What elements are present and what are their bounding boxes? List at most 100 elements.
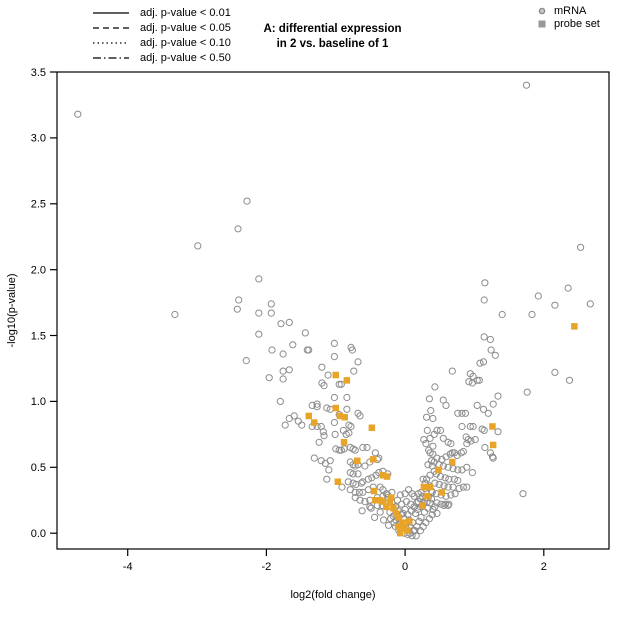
mrna-point [234, 225, 242, 233]
mrna-point [487, 346, 495, 354]
mrna-point [447, 491, 455, 499]
probe-set-point [379, 472, 387, 479]
mrna-point [444, 501, 452, 510]
mrna-point [494, 392, 502, 400]
legend-line-dashdot-icon [93, 56, 129, 59]
mrna-point [577, 243, 585, 251]
mrna-point [384, 521, 393, 529]
mrna-point [455, 484, 463, 492]
mrna-point [323, 404, 331, 412]
mrna-point [358, 507, 366, 515]
mrna-point [371, 449, 379, 457]
mrna-point [279, 350, 287, 358]
probe-set-point [401, 523, 408, 530]
mrna-point [242, 357, 250, 365]
mrna-point [489, 454, 497, 462]
probe-set-point [386, 499, 394, 507]
mrna-point [442, 492, 450, 500]
mrna-point [435, 480, 443, 488]
mrna-point [255, 309, 263, 317]
probe-set-point [424, 493, 431, 500]
mrna-point [319, 428, 327, 436]
mrna-point [194, 242, 202, 250]
mrna-point [338, 483, 346, 491]
mrna-point [343, 405, 351, 413]
mrna-point [479, 405, 488, 413]
mrna-point [268, 346, 276, 354]
y-tick-label: 1.0 [31, 396, 46, 408]
mrna-point [436, 472, 445, 481]
probe-set-point [372, 497, 379, 504]
mrna-point [476, 359, 484, 367]
probe-set-point [420, 483, 428, 491]
mrna-point [285, 366, 293, 374]
mrna-point [276, 397, 284, 405]
mrna-point [484, 409, 492, 417]
y-axis-title: -log10(p-value) [6, 274, 18, 348]
mrna-marker-icon [538, 7, 546, 14]
mrna-point [475, 376, 483, 384]
mrna-point [468, 469, 476, 477]
probe-set-point [404, 527, 411, 534]
mrna-point [285, 414, 293, 423]
mrna-point [367, 504, 375, 512]
probe-set-point [336, 412, 344, 420]
mrna-point [565, 376, 574, 384]
mrna-point [465, 378, 473, 386]
mrna-point [351, 488, 359, 496]
mrna-point [315, 438, 323, 446]
probe-set-point [368, 424, 376, 431]
y-tick-label: 1.5 [31, 330, 46, 342]
pvalue-legend: adj. p-value < 0.01 adj. p-value < 0.05 … [92, 5, 231, 65]
pvalue-legend-label: adj. p-value < 0.05 [140, 21, 231, 34]
mrna-point [494, 428, 502, 436]
pvalue-legend-item: adj. p-value < 0.10 [92, 35, 231, 50]
probe-set-point [354, 457, 361, 464]
probe-set-point [388, 494, 395, 501]
mrna-point [361, 462, 369, 470]
mrna-point [294, 417, 302, 425]
mrna-point [551, 368, 559, 376]
series-legend-item: mRNA [536, 4, 600, 17]
mrna-point [335, 380, 343, 388]
mrna-point [440, 482, 448, 490]
mrna-point [412, 532, 420, 540]
mrna-point [425, 395, 433, 403]
mrna-point [458, 422, 466, 431]
mrna-point [424, 461, 432, 469]
mrna-point [459, 447, 467, 456]
probe-set-point [419, 502, 426, 509]
mrna-point [449, 465, 457, 473]
mrna-point [325, 466, 333, 474]
mrna-point [433, 509, 441, 518]
mrna-point [423, 426, 431, 434]
mrna-point [439, 434, 447, 442]
probe-set-point [343, 377, 351, 384]
mrna-point [463, 440, 471, 448]
series-legend-item: probe set [536, 17, 600, 30]
mrna-point [345, 429, 353, 437]
mrna-point [481, 443, 489, 452]
mrna-point [491, 351, 499, 359]
mrna-point [426, 499, 434, 507]
mrna-point [534, 292, 542, 300]
legend-line-dotted-icon [93, 41, 129, 44]
mrna-point [310, 454, 318, 462]
mrna-point [405, 486, 413, 494]
x-tick-label: -4 [123, 561, 133, 573]
mrna-point [447, 440, 455, 448]
mrna-point [489, 400, 497, 408]
mrna-point [354, 470, 362, 478]
probe-set-point [311, 419, 318, 426]
chart-title-line-1: A: differential expression [263, 23, 402, 35]
mrna-point [313, 400, 321, 408]
mrna-point [359, 488, 367, 496]
pvalue-legend-item: adj. p-value < 0.05 [92, 20, 231, 35]
probe-set-point [395, 514, 403, 521]
mrna-point [255, 330, 263, 338]
mrna-point [430, 458, 438, 466]
probe-set-point [449, 458, 456, 466]
mrna-point [429, 505, 437, 514]
mrna-point [399, 509, 407, 518]
